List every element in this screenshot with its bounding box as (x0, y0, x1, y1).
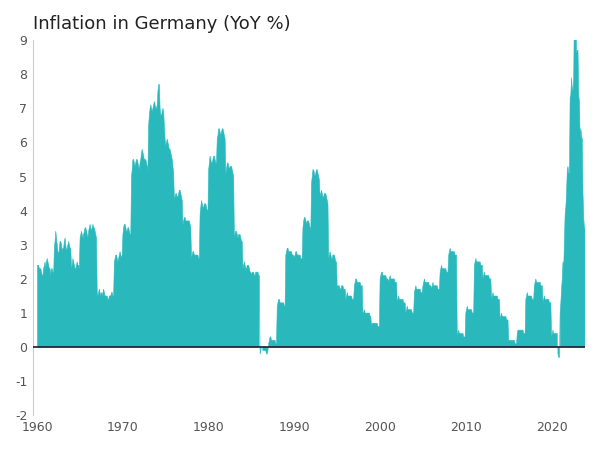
Text: Inflation in Germany (YoY %): Inflation in Germany (YoY %) (33, 15, 290, 33)
